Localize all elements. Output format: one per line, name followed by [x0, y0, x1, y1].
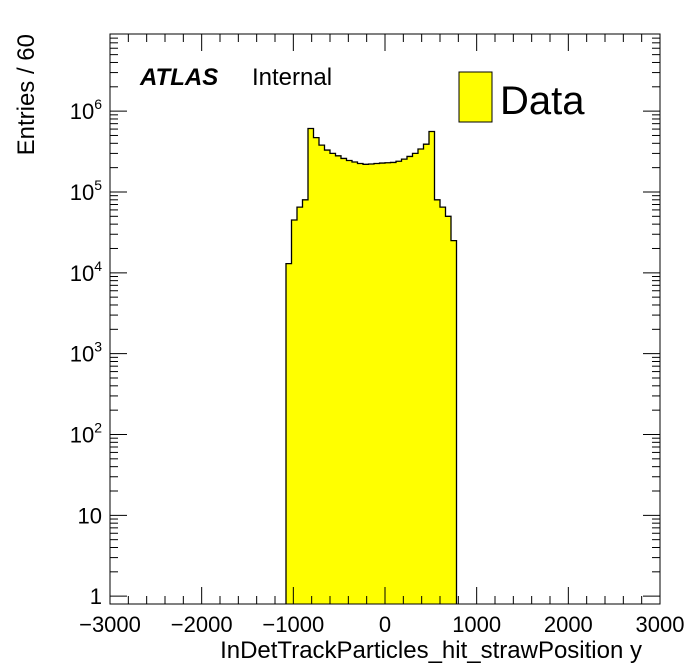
histogram-bin [385, 162, 391, 604]
histogram-bin [396, 161, 402, 604]
histogram-bin [401, 159, 408, 605]
histogram-bin [286, 263, 292, 604]
histogram-bin [429, 131, 435, 604]
histogram-bin [379, 163, 386, 604]
y-tick-label: 1 [90, 584, 102, 609]
histogram-bin [445, 216, 452, 604]
histogram-bin [374, 163, 380, 604]
histogram-bin [324, 150, 331, 604]
y-tick-label: 102 [70, 419, 102, 447]
y-tick-label: 105 [70, 177, 102, 205]
atlas-label: ATLAS [139, 64, 218, 91]
x-tick-label: 2000 [544, 612, 593, 637]
y-tick-label: 10 [78, 503, 102, 528]
histogram-bin [302, 199, 309, 604]
legend-label-data: Data [500, 79, 585, 123]
legend-swatch [458, 71, 493, 123]
x-axis-label: InDetTrackParticles_hit_strawPosition y [220, 637, 642, 664]
atlas-status-label: Internal [252, 64, 332, 91]
y-tick-label: 103 [70, 339, 102, 367]
histogram-bin [308, 128, 314, 605]
histogram-bin [291, 220, 298, 604]
y-tick-label: 104 [70, 258, 102, 286]
axis-ticks [109, 33, 661, 604]
histogram-bin [451, 240, 457, 604]
y-tick-label: 106 [70, 96, 102, 124]
histogram-bin [357, 163, 364, 604]
histogram-bin [363, 164, 369, 604]
histogram-bin [346, 160, 353, 605]
histogram-bin [390, 162, 397, 604]
histogram-outline [285, 127, 458, 604]
histogram-bin [341, 158, 347, 604]
histogram-bin [423, 144, 430, 605]
histogram-bin [335, 155, 342, 604]
histogram-bin [412, 153, 419, 605]
histogram-bin [407, 156, 413, 605]
histogram-bin [313, 137, 320, 604]
histogram-bin [319, 145, 325, 604]
x-tick-label: −1000 [262, 612, 324, 637]
x-tick-label: 3000 [636, 612, 685, 637]
axis-tick-labels: −3000 −2000 −1000 0 1000 2000 3000 1 10 102 103 104… [70, 96, 685, 637]
y-axis-label: Entries / 60 [13, 34, 40, 155]
x-tick-label: 1000 [452, 612, 501, 637]
histogram-bin [297, 207, 303, 604]
histogram-bin [330, 153, 336, 605]
x-tick-label: −2000 [171, 612, 233, 637]
x-tick-label: 0 [379, 612, 391, 637]
x-tick-label: −3000 [79, 612, 141, 637]
histogram-bin [418, 149, 424, 604]
histogram-bin [368, 163, 375, 604]
histogram-bin [434, 199, 441, 604]
histogram-bin [440, 207, 446, 604]
histogram-bars [286, 128, 457, 605]
histogram-bin [352, 161, 358, 604]
